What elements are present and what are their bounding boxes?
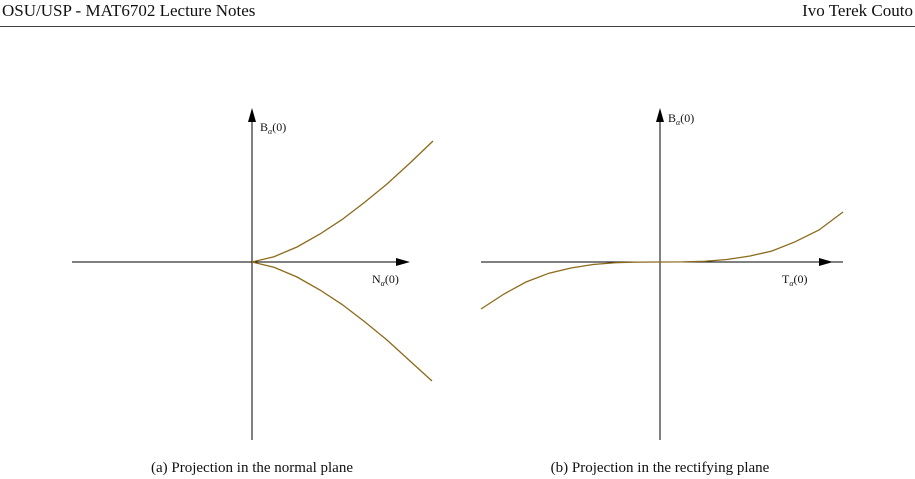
label-part: T bbox=[782, 272, 790, 286]
vertical-axis-label: Bα(0) bbox=[668, 111, 694, 127]
vertical-axis-label: Bα(0) bbox=[260, 120, 286, 136]
horizontal-axis-label: Nα(0) bbox=[372, 272, 399, 288]
header-left: OSU/USP - MAT6702 Lecture Notes bbox=[2, 1, 255, 20]
arrow-head bbox=[248, 108, 256, 122]
label-part: (0) bbox=[794, 272, 808, 286]
label-part: α bbox=[676, 118, 681, 127]
label-part: α bbox=[381, 279, 386, 288]
caption: (b) Projection in the rectifying plane bbox=[551, 460, 770, 476]
label-part: (0) bbox=[272, 120, 286, 134]
figure-b: Bα(0) Tα(0) (b) Projection in the rectif… bbox=[480, 108, 844, 476]
label-part: B bbox=[668, 111, 676, 125]
arrow-head bbox=[656, 108, 664, 122]
label-part: N bbox=[372, 272, 381, 286]
header-right: Ivo Terek Couto bbox=[802, 1, 913, 20]
label-part: (0) bbox=[385, 272, 399, 286]
curve-lower bbox=[251, 261, 433, 382]
curve bbox=[480, 211, 844, 310]
label-part: B bbox=[260, 120, 268, 134]
arrow-head bbox=[396, 258, 410, 266]
horizontal-axis-label: Tα(0) bbox=[782, 272, 808, 288]
label-part: α bbox=[268, 127, 273, 136]
label-part: α bbox=[789, 279, 794, 288]
caption: (a) Projection in the normal plane bbox=[151, 460, 353, 476]
figure-a: Bα(0) Nα(0) (a) Projection in the normal… bbox=[72, 108, 434, 476]
arrow-head bbox=[819, 258, 833, 266]
label-part: (0) bbox=[680, 111, 694, 125]
curve-upper bbox=[251, 140, 434, 263]
